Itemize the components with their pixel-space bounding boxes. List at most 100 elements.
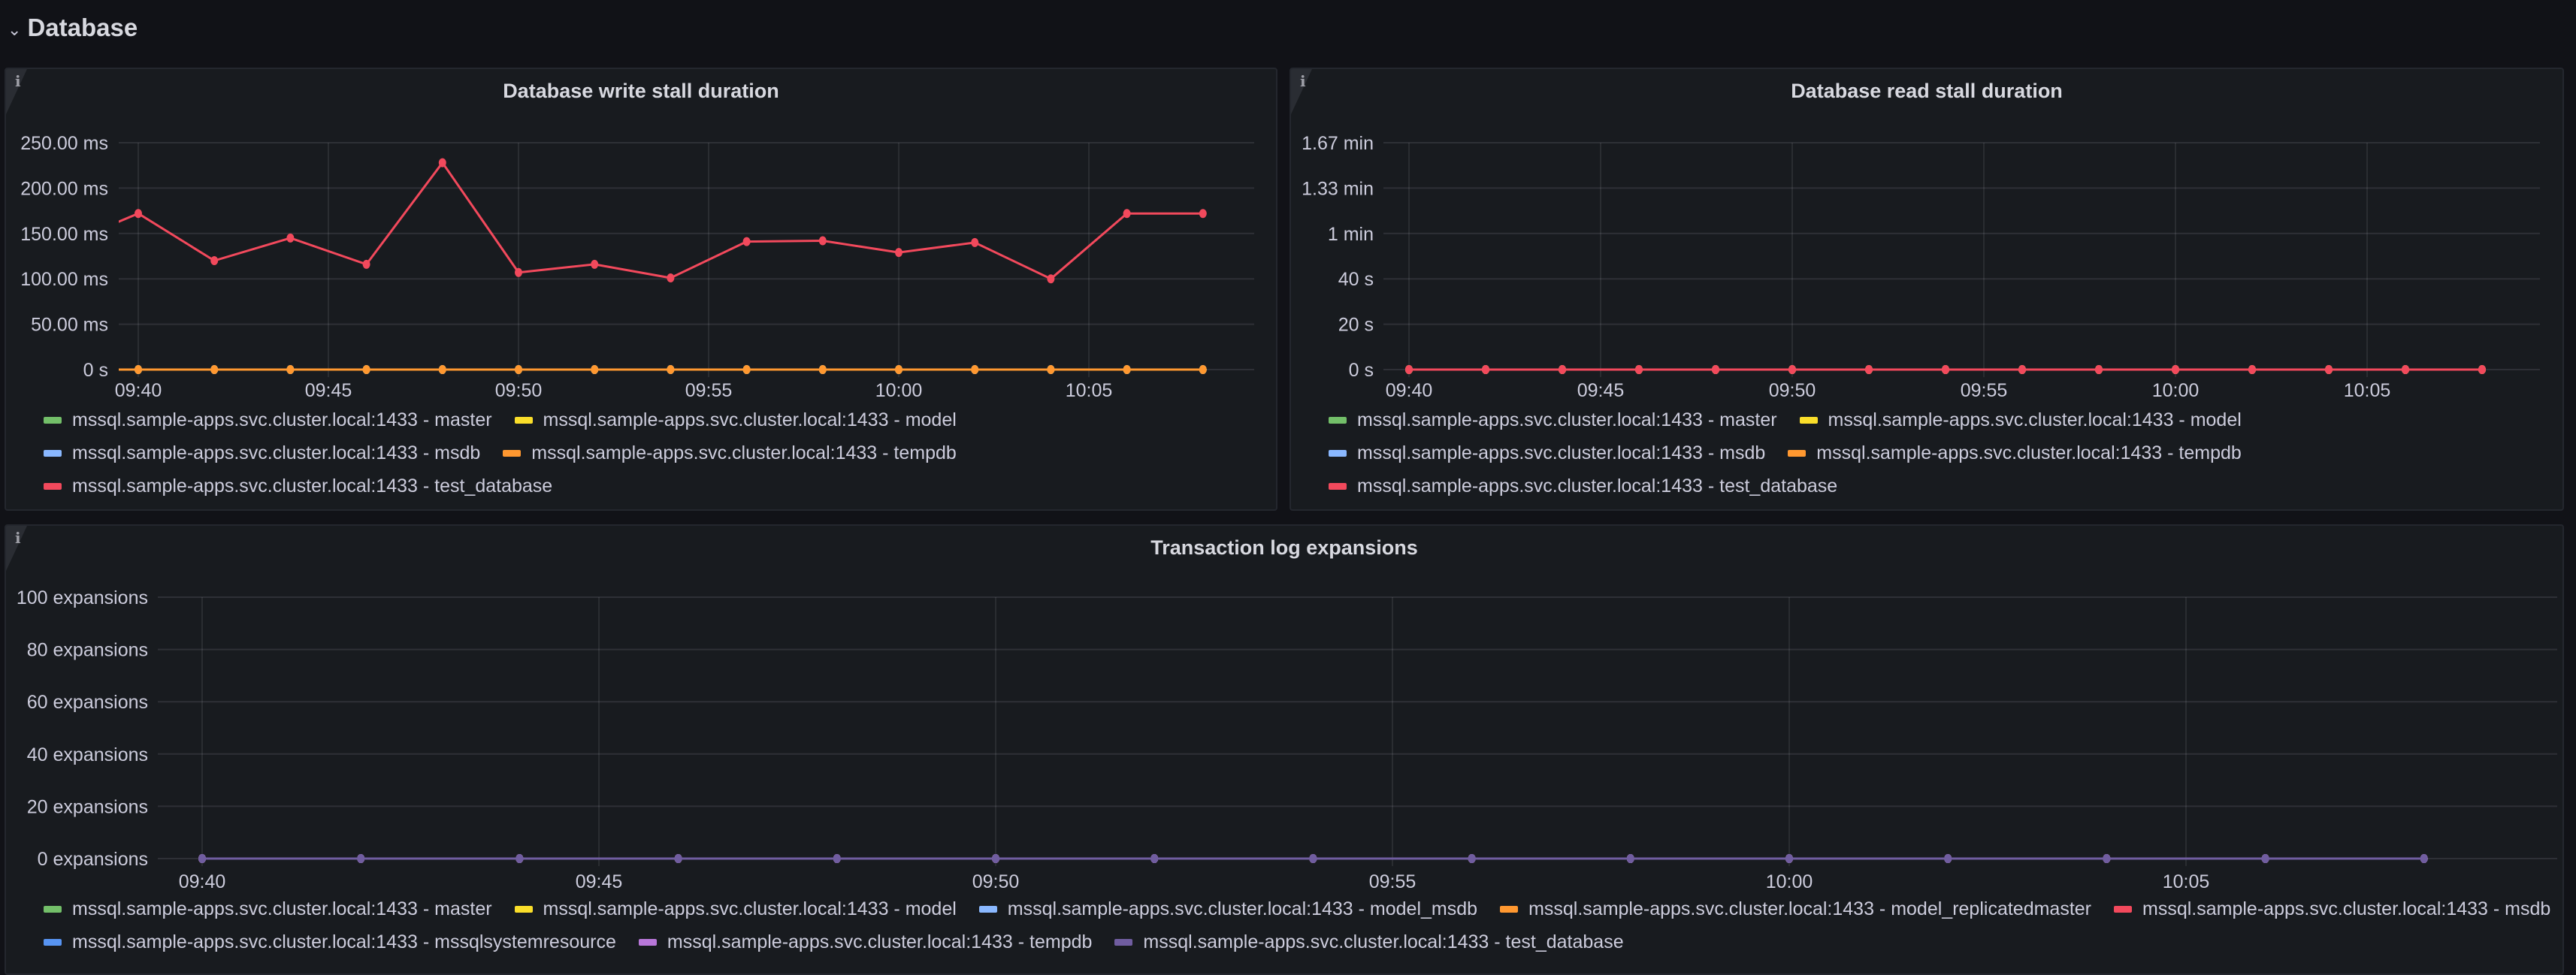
data-point[interactable] — [667, 365, 675, 374]
legend-swatch — [503, 449, 522, 457]
data-point[interactable] — [1199, 365, 1207, 374]
y-tick-label: 100 expansions — [17, 587, 148, 608]
legend-label: mssql.sample-apps.svc.cluster.local:1433… — [531, 442, 957, 463]
legend-item[interactable]: mssql.sample-apps.svc.cluster.local:1433… — [978, 898, 1477, 920]
series-line — [119, 161, 1203, 280]
info-icon[interactable]: i — [15, 529, 21, 547]
panel-log-expansions[interactable]: i Transaction log expansions 0 expansion… — [5, 524, 2564, 975]
x-tick-label: 09:50 — [972, 871, 1020, 892]
data-point[interactable] — [674, 854, 682, 863]
data-point[interactable] — [742, 365, 751, 374]
data-point[interactable] — [2325, 365, 2333, 374]
legend-item[interactable]: mssql.sample-apps.svc.cluster.local:1433… — [514, 898, 957, 920]
info-icon[interactable]: i — [1300, 72, 1306, 90]
x-tick-label: 09:45 — [305, 380, 352, 401]
legend-item[interactable]: mssql.sample-apps.svc.cluster.local:1433… — [1329, 475, 1837, 497]
legend-label: mssql.sample-apps.svc.cluster.local:1433… — [72, 475, 553, 497]
data-point[interactable] — [1468, 854, 1476, 863]
data-point[interactable] — [2402, 365, 2409, 374]
legend-item[interactable]: mssql.sample-apps.svc.cluster.local:1433… — [44, 898, 492, 920]
data-point[interactable] — [1309, 854, 1317, 863]
legend-item[interactable]: mssql.sample-apps.svc.cluster.local:1433… — [1500, 898, 2091, 920]
data-point[interactable] — [1944, 854, 1952, 863]
legend-item[interactable]: mssql.sample-apps.svc.cluster.local:1433… — [44, 409, 492, 431]
data-point[interactable] — [2261, 854, 2269, 863]
data-point[interactable] — [1405, 365, 1413, 374]
data-point[interactable] — [2420, 854, 2428, 863]
data-point[interactable] — [1150, 854, 1159, 863]
panel-title: Database read stall duration — [1791, 80, 2063, 102]
data-point[interactable] — [2248, 365, 2256, 374]
data-point[interactable] — [515, 365, 522, 374]
legend-item[interactable]: mssql.sample-apps.svc.cluster.local:1433… — [1799, 409, 2242, 431]
data-point[interactable] — [516, 854, 524, 863]
legend-item[interactable]: mssql.sample-apps.svc.cluster.local:1433… — [44, 442, 480, 464]
data-point[interactable] — [515, 267, 522, 277]
data-point[interactable] — [135, 209, 142, 219]
legend-swatch — [514, 905, 533, 913]
data-point[interactable] — [1123, 209, 1131, 219]
legend-item[interactable]: mssql.sample-apps.svc.cluster.local:1433… — [44, 931, 616, 953]
data-point[interactable] — [591, 365, 599, 374]
data-point[interactable] — [1482, 365, 1489, 374]
data-point[interactable] — [2478, 365, 2486, 374]
data-point[interactable] — [438, 365, 446, 374]
data-point[interactable] — [1199, 209, 1207, 219]
data-point[interactable] — [438, 158, 446, 168]
info-icon[interactable]: i — [15, 72, 21, 90]
data-point[interactable] — [362, 259, 370, 269]
data-point[interactable] — [2095, 365, 2103, 374]
data-point[interactable] — [210, 256, 219, 266]
data-point[interactable] — [2103, 854, 2111, 863]
panel-write-stall[interactable]: i Database write stall duration 0 s 50.00… — [5, 68, 1277, 511]
data-point[interactable] — [210, 365, 219, 374]
legend-item[interactable]: mssql.sample-apps.svc.cluster.local:1433… — [1329, 409, 1777, 431]
data-point[interactable] — [992, 854, 999, 863]
data-point[interactable] — [818, 365, 827, 374]
data-point[interactable] — [286, 233, 295, 243]
data-point[interactable] — [667, 273, 675, 282]
x-tick-label: 09:45 — [1577, 380, 1625, 401]
data-point[interactable] — [1942, 365, 1949, 374]
data-point[interactable] — [895, 365, 903, 374]
data-point[interactable] — [135, 365, 142, 374]
data-point[interactable] — [1559, 365, 1566, 374]
data-point[interactable] — [1123, 365, 1131, 374]
data-point[interactable] — [1047, 274, 1055, 284]
data-point[interactable] — [742, 237, 751, 246]
data-point[interactable] — [1626, 854, 1634, 863]
data-point[interactable] — [362, 365, 370, 374]
legend-swatch — [1114, 938, 1133, 946]
legend-item[interactable]: mssql.sample-apps.svc.cluster.local:1433… — [2114, 898, 2550, 920]
data-point[interactable] — [2018, 365, 2026, 374]
legend-item[interactable]: mssql.sample-apps.svc.cluster.local:1433… — [1788, 442, 2242, 464]
legend-item[interactable]: mssql.sample-apps.svc.cluster.local:1433… — [1114, 931, 1624, 953]
legend-item[interactable]: mssql.sample-apps.svc.cluster.local:1433… — [44, 475, 552, 497]
data-point[interactable] — [2172, 365, 2179, 374]
legend-item[interactable]: mssql.sample-apps.svc.cluster.local:1433… — [638, 931, 1092, 953]
data-point[interactable] — [1785, 854, 1793, 863]
data-point[interactable] — [198, 854, 206, 863]
row-header-database[interactable]: ⌄ Database — [8, 14, 138, 42]
data-point[interactable] — [357, 854, 365, 863]
data-point[interactable] — [833, 854, 841, 863]
data-point[interactable] — [971, 365, 979, 374]
legend-item[interactable]: mssql.sample-apps.svc.cluster.local:1433… — [514, 409, 957, 431]
data-point[interactable] — [1865, 365, 1873, 374]
data-point[interactable] — [1788, 365, 1796, 374]
data-point[interactable] — [286, 365, 295, 374]
panel-read-stall[interactable]: i Database read stall duration 0 s 20 s 40… — [1290, 68, 2564, 511]
info-corner — [1291, 69, 1312, 114]
data-point[interactable] — [1712, 365, 1719, 374]
data-point[interactable] — [1047, 365, 1055, 374]
data-point[interactable] — [1635, 365, 1643, 374]
data-point[interactable] — [895, 248, 903, 258]
legend-item[interactable]: mssql.sample-apps.svc.cluster.local:1433… — [503, 442, 957, 464]
legend-label: mssql.sample-apps.svc.cluster.local:1433… — [72, 898, 492, 919]
data-point[interactable] — [971, 237, 979, 247]
data-point[interactable] — [818, 236, 827, 246]
legend-label: mssql.sample-apps.svc.cluster.local:1433… — [1357, 409, 1777, 430]
data-point[interactable] — [591, 259, 599, 269]
legend-item[interactable]: mssql.sample-apps.svc.cluster.local:1433… — [1329, 442, 1765, 464]
y-tick-label: 1.33 min — [1302, 178, 1374, 199]
